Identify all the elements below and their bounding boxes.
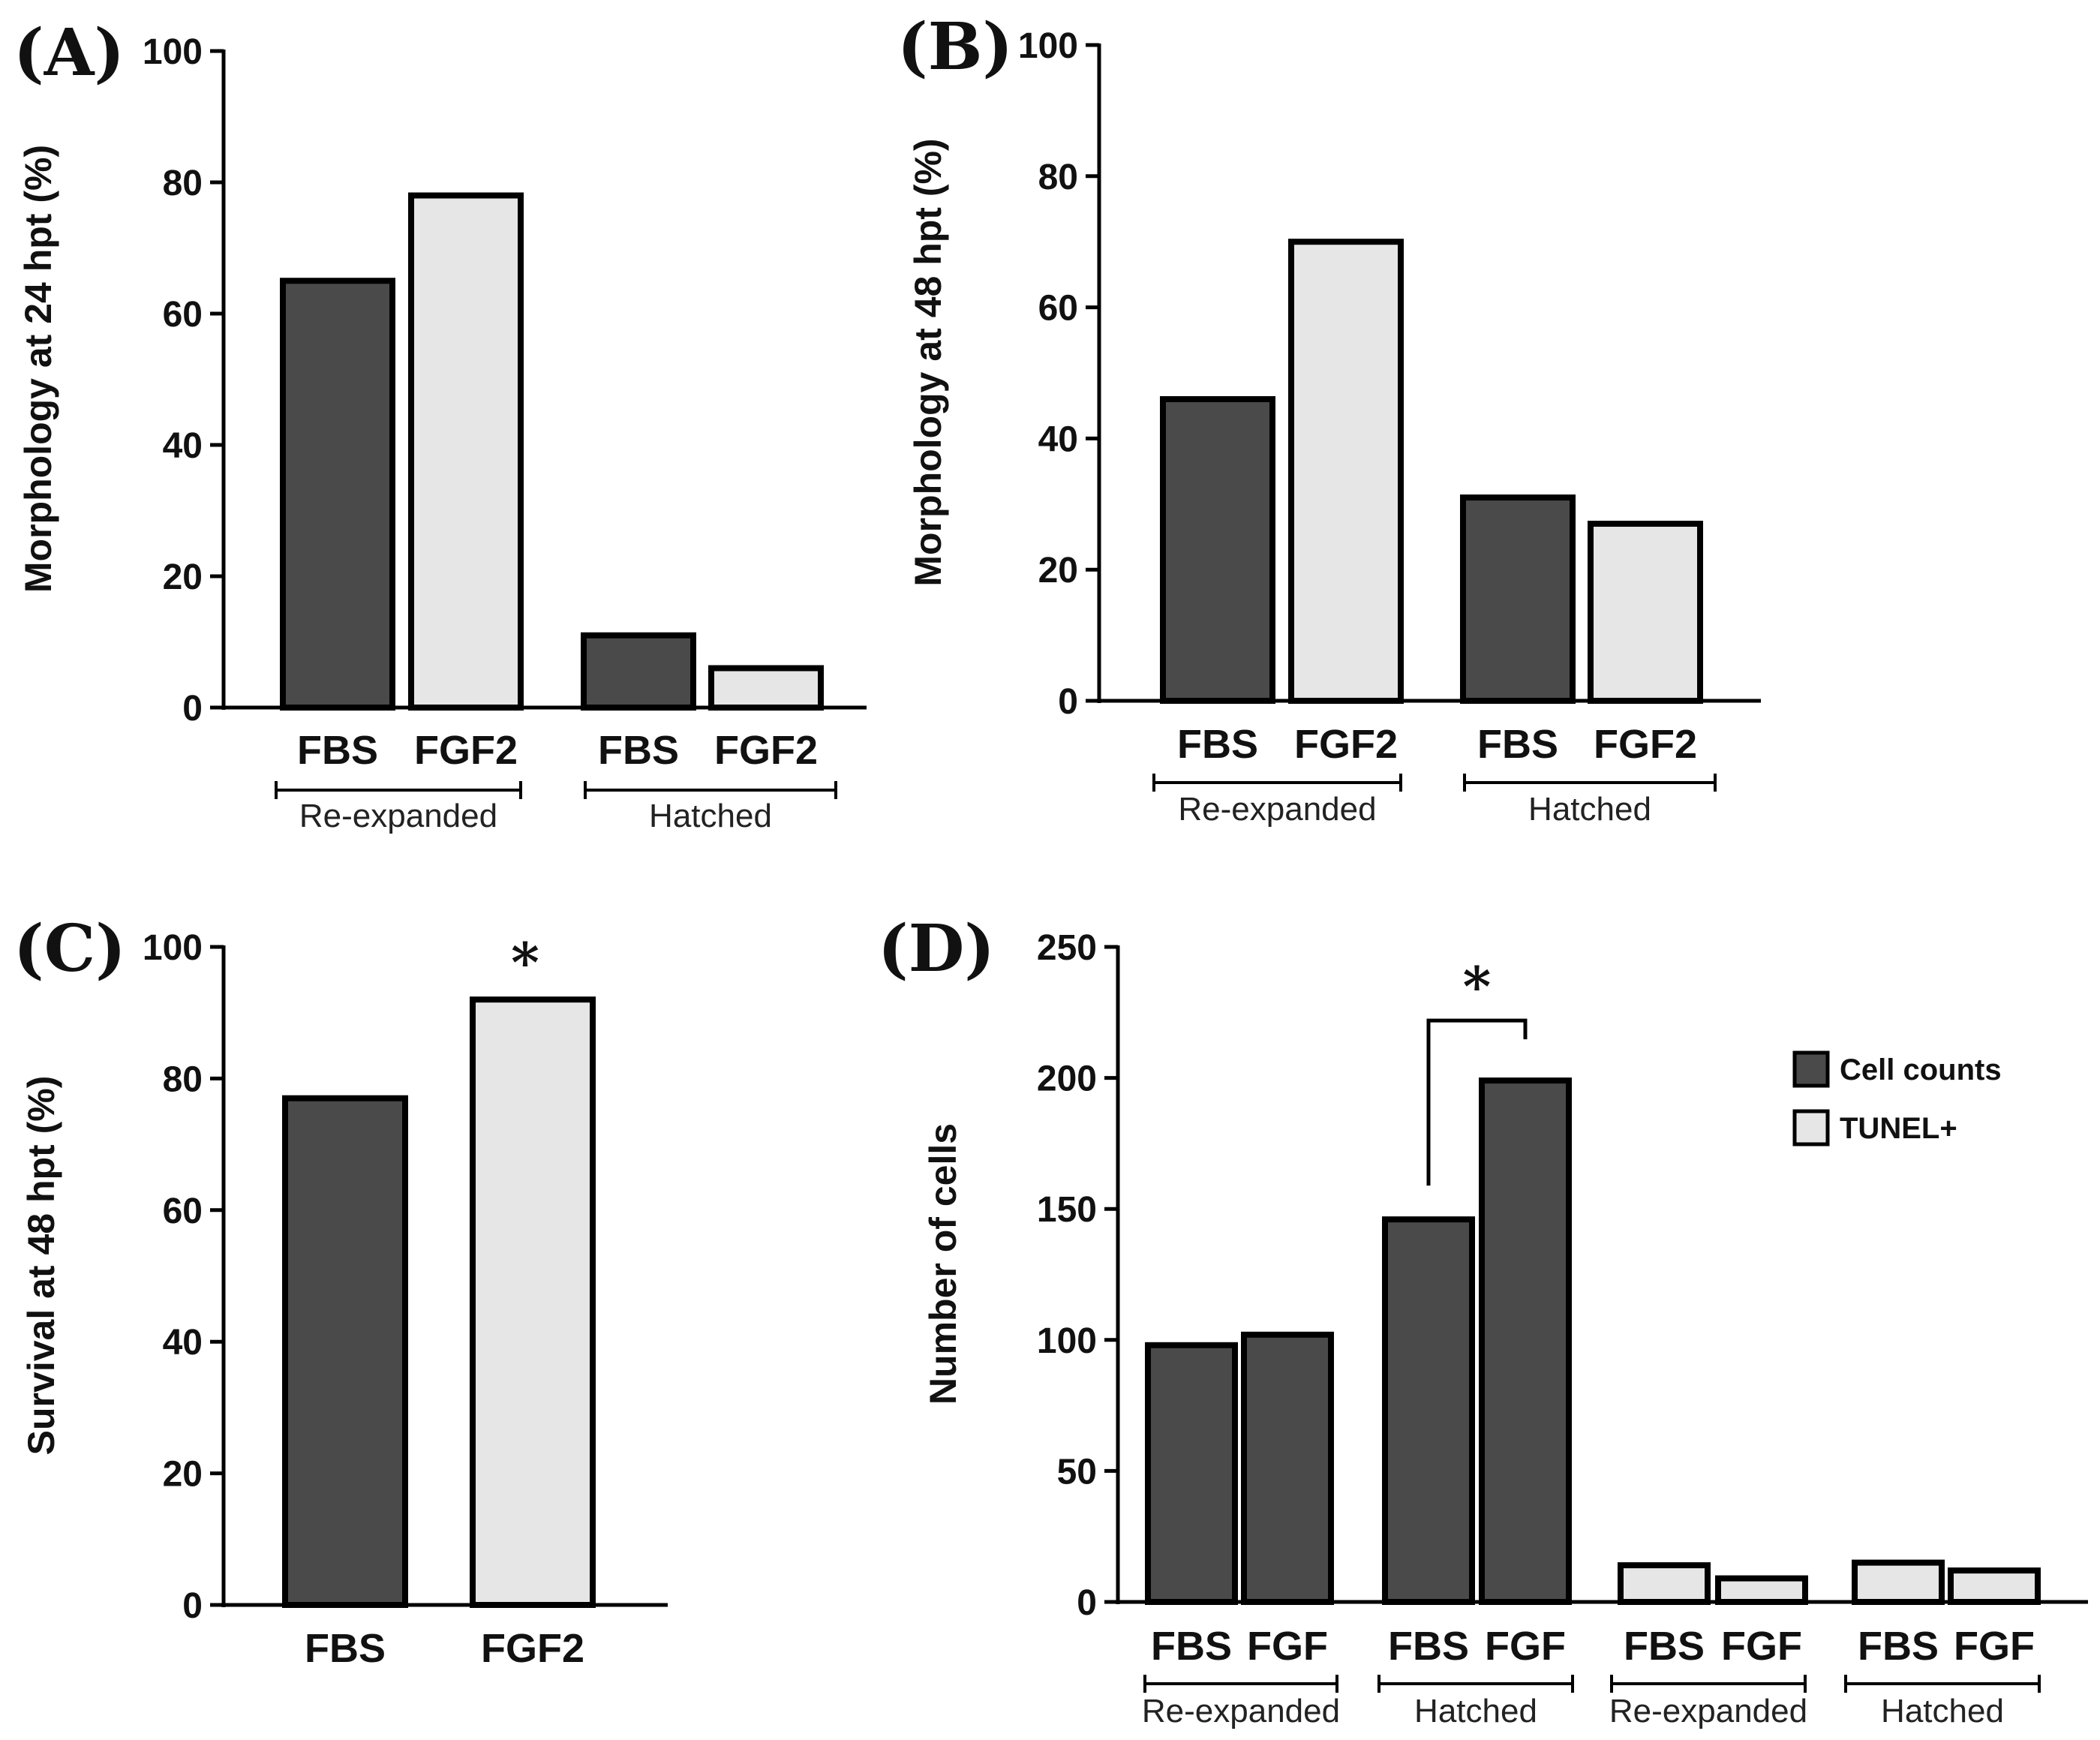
panel-c-y-tick-label: 40 [163, 1323, 203, 1363]
panel-c-y-tick-label: 60 [163, 1192, 203, 1231]
panel-c-x-tick-label: FBS [305, 1626, 386, 1671]
panel-a-bar [708, 665, 824, 711]
panel-b-y-tick-label: 40 [1038, 419, 1078, 459]
panel-b-y-axis-title: Morphology at 48 hpt (%) [907, 138, 949, 586]
panel-d-y-tick-label: 100 [1037, 1321, 1097, 1361]
panel-d-bar [1715, 1575, 1808, 1606]
panel-d-x-tick-label: FGF [1721, 1624, 1802, 1669]
panel-b-y-tick-label: 20 [1038, 551, 1078, 591]
panel-d-x-tick-label: FBS [1624, 1624, 1705, 1669]
panel-d-y-tick-label: 50 [1057, 1452, 1097, 1492]
panel-b-bar [1460, 494, 1576, 704]
panel-d-bar [1145, 1342, 1238, 1606]
panel-b-x-tick-label: FGF2 [1294, 722, 1398, 767]
panel-c-y-tick-label: 0 [182, 1586, 203, 1626]
panel-a-y-tick-label: 60 [163, 295, 203, 335]
panel-d-group-label: Re-expanded [1142, 1693, 1340, 1729]
panel-c-label: (C) [14, 911, 126, 987]
panel-d-bar [1241, 1331, 1334, 1606]
panel-b-group-label: Re-expanded [1178, 791, 1376, 828]
panel-d-label: (D) [878, 911, 995, 987]
panel-d-y-axis-title: Number of cells [922, 1123, 964, 1405]
panel-d-y-tick-label: 250 [1037, 928, 1097, 968]
panel-d-group-label: Re-expanded [1609, 1693, 1807, 1729]
panel-d-legend-swatch [1792, 1050, 1830, 1088]
panel-c-y-tick-label: 20 [163, 1455, 203, 1495]
panel-c-bar [282, 1095, 408, 1608]
panel-c-y-axis-title: Survival at 48 hpt (%) [20, 1076, 62, 1456]
panel-a-x-tick-label: FBS [598, 728, 679, 773]
panel-a-y-tick-label: 80 [163, 164, 203, 203]
panel-d-legend-swatch [1792, 1109, 1830, 1146]
panel-a-y-tick-label: 0 [182, 689, 203, 729]
panel-a-y-axis-title: Morphology at 24 hpt (%) [17, 145, 59, 593]
panel-a-label: (A) [14, 15, 125, 91]
panel-a-bar [408, 192, 524, 711]
panel-d-group-label: Hatched [1414, 1693, 1537, 1729]
panel-c-bar [470, 996, 596, 1609]
panel-d-x-tick-label: FGF [1485, 1624, 1566, 1669]
panel-d-significance-bracket [1426, 1018, 1528, 1186]
panel-b-group-label: Hatched [1528, 791, 1651, 828]
panel-d-significance-star: * [1463, 954, 1492, 1018]
panel-b-y-tick-label: 0 [1058, 682, 1078, 722]
panel-b-y-tick-label: 100 [1018, 26, 1078, 66]
panel-b-bar [1588, 521, 1703, 705]
panel-d-bar [1479, 1077, 1572, 1606]
panel-a-bar [581, 632, 696, 711]
panel-a-x-tick-label: FBS [297, 728, 378, 773]
panel-a-x-tick-label: FGF2 [414, 728, 518, 773]
panel-d-x-tick-label: FGF [1954, 1624, 2035, 1669]
panel-b-x-tick-label: FBS [1477, 722, 1558, 767]
panel-c-y-tick-label: 100 [143, 928, 203, 968]
panel-d-bar [1852, 1559, 1945, 1606]
panel-a-y-tick-label: 20 [163, 557, 203, 597]
panel-b-bar [1288, 239, 1404, 704]
panel-a-group-label: Re-expanded [299, 798, 497, 834]
panel-c-y-tick-label: 80 [163, 1059, 203, 1099]
panel-b-bar [1160, 395, 1275, 705]
panel-a-group-label: Hatched [649, 798, 772, 834]
panel-b-x-tick-label: FGF2 [1594, 722, 1697, 767]
panel-b-x-tick-label: FBS [1177, 722, 1258, 767]
panel-c-x-tick-label: FGF2 [481, 1626, 584, 1671]
panel-b-y-tick-label: 60 [1038, 289, 1078, 329]
panel-a-y-tick-label: 100 [143, 32, 203, 72]
panel-d-bar [1618, 1562, 1711, 1606]
panel-d-x-tick-label: FBS [1388, 1624, 1469, 1669]
panel-d-legend-label: TUNEL+ [1840, 1112, 1957, 1145]
panel-d-x-tick-label: FBS [1151, 1624, 1232, 1669]
panel-a-y-tick-label: 40 [163, 426, 203, 466]
panel-b-y-tick-label: 80 [1038, 158, 1078, 197]
panel-d-x-tick-label: FBS [1858, 1624, 1939, 1669]
panel-d-group-label: Hatched [1881, 1693, 2004, 1729]
panel-b-label: (B) [897, 9, 1013, 85]
panel-d-bar [1948, 1567, 2041, 1605]
panel-d-legend-label: Cell counts [1840, 1053, 2002, 1086]
panel-c-significance-star: * [511, 930, 539, 994]
panel-d-y-tick-label: 0 [1077, 1583, 1097, 1623]
panel-d-x-tick-label: FGF [1247, 1624, 1328, 1669]
panel-a-bar [280, 278, 395, 711]
panel-d-bar [1382, 1216, 1475, 1605]
panel-d-y-tick-label: 200 [1037, 1059, 1097, 1099]
panel-d-y-tick-label: 150 [1037, 1190, 1097, 1230]
panel-a-x-tick-label: FGF2 [714, 728, 818, 773]
